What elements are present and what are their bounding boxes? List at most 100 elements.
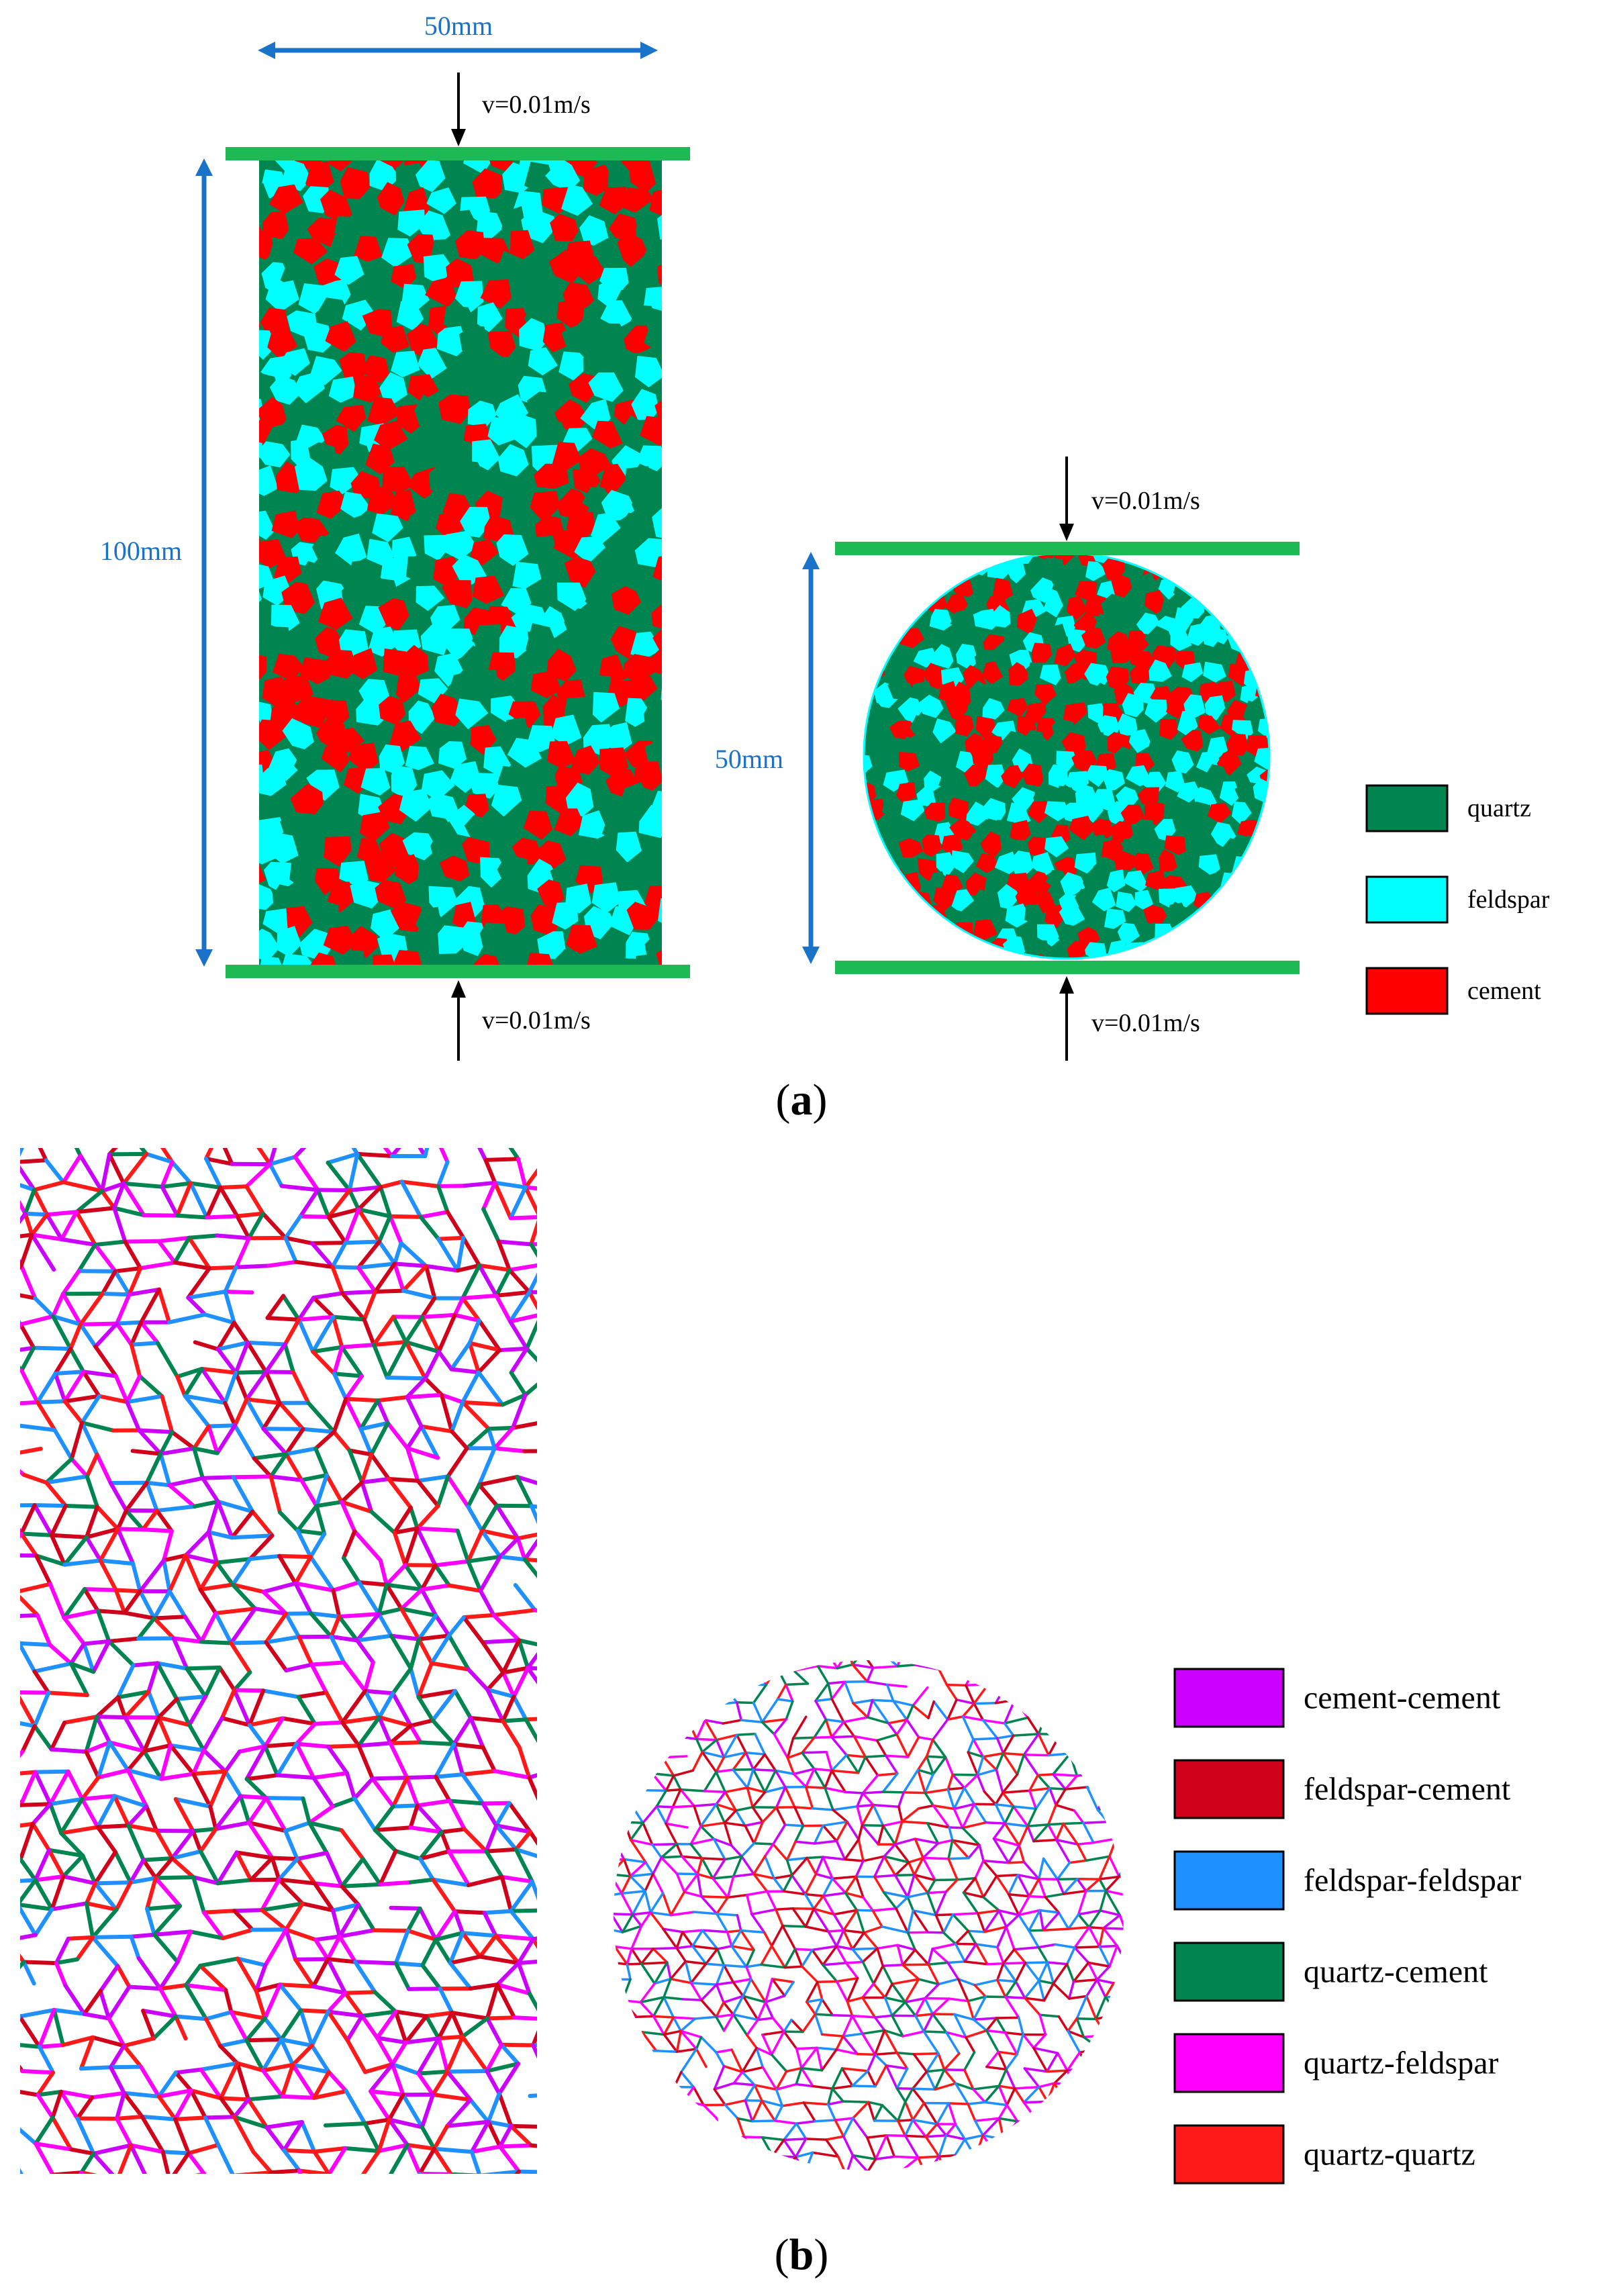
disc-b-contact — [862, 1855, 885, 1862]
disc-b-contact — [616, 1805, 634, 1810]
disc-b-contact — [997, 1909, 1008, 1928]
disc-b-contact — [861, 1792, 875, 1807]
disc-b-contact — [994, 1803, 1015, 1808]
rect-b-contact — [141, 1858, 158, 1880]
rect-b-contact — [389, 1148, 401, 1158]
rect-a-grain — [431, 693, 465, 726]
disc-b-contact — [1024, 1961, 1049, 1964]
disc-b-contact — [914, 1948, 930, 1966]
rect-b-contact — [90, 2091, 126, 2100]
rect-b-contact — [98, 1558, 136, 1566]
rect-b-contact — [144, 1151, 175, 1164]
disc-b-contact — [705, 2168, 728, 2170]
disc-b-contact — [947, 1857, 970, 1860]
disc-b-contact — [913, 1873, 929, 1895]
disc-b-contact — [893, 1843, 910, 1864]
rect-b-contact — [323, 2121, 367, 2127]
disc-b-contact — [629, 1838, 647, 1864]
rect-b-contact — [235, 2061, 250, 2102]
disc-b-contact — [752, 1753, 767, 1771]
disc-b-contact — [976, 1774, 986, 1793]
disc-b-contact — [835, 1976, 859, 1983]
rect-a-grain — [305, 161, 334, 194]
disc-b-contact — [1073, 2154, 1086, 2170]
disc-b-contact — [1106, 1682, 1124, 1686]
disc-b-contact — [622, 1680, 648, 1684]
disc-b-contact — [914, 1660, 924, 1666]
disc-b-contact — [827, 1930, 838, 1948]
disc-b-contact — [620, 2134, 648, 2142]
disc-b-contact — [770, 2053, 788, 2073]
disc-b-contact — [963, 2051, 976, 2072]
disc-b-contact — [775, 1660, 784, 1668]
disc-b-contact — [774, 1769, 787, 1788]
rect-b-contact — [139, 1320, 160, 1345]
disc-b-contact — [614, 1927, 616, 1948]
rect-b-contact — [268, 1148, 277, 1167]
disc-b-contact — [1004, 2031, 1018, 2056]
rect-b-contact — [146, 2177, 170, 2181]
rect-b-contact — [81, 1854, 97, 1886]
disc-b-contact — [782, 1874, 793, 1893]
rect-b-contact — [233, 1423, 256, 1461]
disc-b-contact — [772, 1823, 787, 1846]
rect-a-grain — [364, 852, 397, 882]
disc-b-contact — [740, 1719, 764, 1723]
rect-b-contact — [529, 1242, 537, 1258]
rect-a-grain — [367, 397, 400, 426]
rect-b-contact — [160, 1394, 175, 1435]
disc-b-contact — [1005, 1913, 1020, 1928]
rect-b-contact — [466, 1667, 490, 1692]
rect-b-contact — [95, 1695, 120, 1719]
disc-b-contact — [967, 1844, 981, 1860]
rect-b-contact — [264, 1342, 287, 1374]
rect-b-contact — [409, 1666, 421, 1699]
disc-b-contact — [614, 1825, 617, 1845]
rect-b-contact — [20, 1613, 40, 1618]
rect-b-contact — [377, 2117, 391, 2154]
disc-a-grain — [1132, 572, 1158, 596]
disc-b-contact — [864, 1756, 879, 1777]
disc-b-contact — [786, 1752, 804, 1760]
disc-b-contact — [715, 1980, 735, 1986]
disc-b-contact — [1114, 2082, 1124, 2105]
rect-b-contact — [466, 1554, 503, 1564]
disc-b-contact — [863, 1931, 879, 1950]
rect-b-contact — [343, 1207, 361, 1245]
rect-b-contact — [218, 2044, 240, 2066]
rect-b-contact — [126, 1823, 146, 1862]
rect-b-contact — [82, 1641, 96, 1674]
rect-b-contact — [186, 2151, 207, 2174]
rect-b-contact — [460, 1400, 505, 1407]
disc-b-contact — [614, 1821, 626, 1829]
rect-b-contact — [297, 1296, 316, 1322]
disc-b-contact — [793, 1806, 814, 1810]
rect-b-contact — [260, 2038, 284, 2072]
disc-b-contact — [1077, 1889, 1087, 1916]
rect-b-contact — [293, 1957, 315, 1989]
disc-a-grain — [1247, 595, 1267, 619]
disc-b-contact — [1058, 2152, 1067, 2170]
disc-b-contact — [614, 1736, 637, 1742]
rect-b-contact — [384, 1563, 407, 1587]
rect-b-contact — [344, 2089, 367, 2126]
rect-b-contact — [54, 1961, 68, 1988]
disc-b-contact — [1140, 1980, 1157, 1981]
rect-b-contact — [173, 2067, 203, 2075]
rect-a-grain — [417, 859, 446, 889]
disc-b-contact — [621, 1913, 634, 1933]
rect-a-grain — [640, 416, 662, 446]
disc-b-contact — [830, 1769, 860, 1774]
rect-b-contact — [523, 1382, 537, 1397]
rect-b-contact — [140, 1509, 159, 1532]
disc-b-contact — [842, 1909, 859, 1932]
disc-b-contact — [875, 1733, 898, 1742]
rect-b-contact — [446, 1474, 471, 1509]
disc-b-contact — [824, 2135, 845, 2141]
rect-b-contact — [403, 2036, 441, 2045]
rect-b-contact — [461, 1615, 485, 1645]
rect-b-contact — [416, 1478, 440, 1509]
disc-b-contact — [621, 1925, 643, 1933]
disc-b-contact — [675, 2048, 698, 2053]
rect-a-grain — [390, 902, 424, 932]
